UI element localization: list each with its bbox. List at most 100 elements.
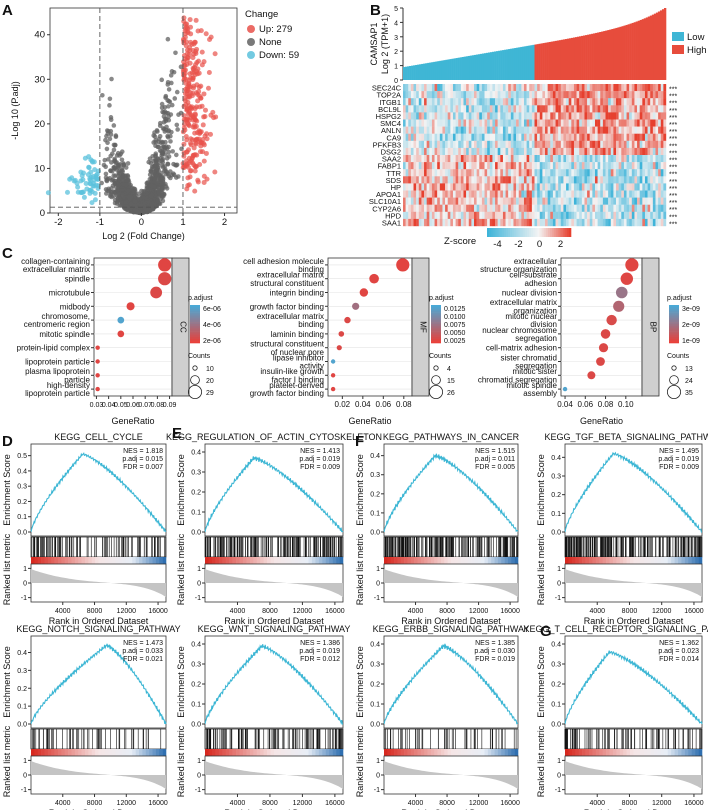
expression-bar bbox=[597, 32, 600, 80]
heatmap-cell bbox=[452, 112, 456, 120]
heatmap-cell bbox=[592, 155, 596, 163]
y-axis-label: -Log 10 (P.adj) bbox=[10, 81, 20, 139]
heatmap-cell bbox=[458, 84, 462, 92]
heatmap-cell bbox=[650, 84, 654, 92]
heatmap-cell bbox=[610, 197, 614, 205]
heatmap-cell bbox=[537, 183, 540, 191]
heatmap-cell bbox=[602, 176, 606, 184]
heatmap-cell bbox=[452, 176, 456, 184]
rank-color-segment bbox=[298, 557, 302, 564]
heatmap-cell bbox=[644, 155, 648, 163]
heatmap-cell bbox=[602, 211, 606, 220]
heatmap-cell bbox=[589, 105, 593, 113]
heatmap-cell bbox=[447, 190, 451, 198]
heatmap-cell bbox=[484, 140, 488, 149]
rank-color-segment bbox=[471, 557, 475, 564]
rank-color-segment bbox=[427, 557, 432, 564]
heatmap-cell bbox=[642, 204, 646, 212]
rank-color-segment bbox=[437, 557, 442, 564]
volcano-point-up bbox=[189, 41, 195, 47]
heatmap-cell bbox=[621, 162, 625, 170]
heatmap-cell bbox=[652, 155, 656, 163]
heatmap-cell bbox=[474, 155, 477, 163]
heatmap-cell bbox=[542, 126, 546, 134]
heatmap-cell bbox=[416, 119, 419, 127]
heatmap-cell bbox=[610, 204, 614, 212]
heatmap-cell bbox=[558, 169, 561, 177]
heatmap-cell bbox=[434, 147, 438, 156]
heatmap-cell bbox=[537, 126, 540, 134]
heatmap-cell bbox=[510, 176, 514, 184]
heatmap-cell bbox=[474, 211, 477, 220]
heatmap-cell bbox=[626, 211, 630, 220]
heatmap-cell bbox=[421, 169, 425, 177]
volcano-point-up bbox=[181, 62, 187, 68]
y-tick-label: 0.3 bbox=[17, 484, 27, 491]
heatmap-cell bbox=[408, 197, 412, 205]
heatmap-cell bbox=[529, 126, 533, 134]
expression-bar bbox=[556, 40, 560, 80]
heatmap-cell bbox=[471, 204, 475, 212]
expression-bar bbox=[467, 55, 471, 80]
counts-legend-circle bbox=[187, 384, 202, 399]
fdr-label: FDR = 0.005 bbox=[475, 464, 515, 471]
heatmap-cell bbox=[571, 140, 575, 149]
p-adjust-colorbar-segment bbox=[669, 331, 679, 334]
heatmap-cell bbox=[650, 204, 654, 212]
heatmap-cell bbox=[445, 211, 448, 220]
heatmap-cell bbox=[445, 183, 448, 191]
heatmap-cell bbox=[550, 147, 554, 156]
panel-letter-b: B bbox=[370, 2, 381, 19]
heatmap-cell bbox=[647, 176, 651, 184]
p-adjust-colorbar-segment bbox=[190, 333, 200, 336]
heatmap-cell bbox=[529, 176, 533, 184]
heatmap-cell bbox=[629, 140, 633, 149]
bar-y-tick-label: 1 bbox=[394, 64, 398, 71]
enrichment-curve bbox=[204, 456, 344, 533]
heatmap-gene-label: APOA1 bbox=[376, 190, 401, 199]
expression-bar bbox=[463, 56, 467, 80]
expression-bar bbox=[536, 44, 539, 80]
volcano-point-up bbox=[207, 37, 213, 43]
x-axis-label: GeneRatio bbox=[111, 416, 154, 426]
expression-bar bbox=[483, 53, 487, 80]
heatmap-cell bbox=[542, 91, 546, 99]
heatmap-cell bbox=[629, 112, 633, 120]
heatmap-cell bbox=[405, 126, 409, 134]
heatmap-cell bbox=[571, 197, 575, 205]
heatmap-cell bbox=[558, 112, 561, 120]
volcano-point-none bbox=[175, 127, 180, 132]
heatmap-cell bbox=[560, 119, 564, 127]
heatmap-cell bbox=[621, 190, 625, 198]
heatmap-cell bbox=[542, 190, 546, 198]
volcano-point-up bbox=[185, 183, 191, 189]
heatmap-cell bbox=[455, 91, 459, 99]
heatmap-cell bbox=[629, 84, 633, 92]
heatmap-cell bbox=[442, 84, 446, 92]
heatmap-cell bbox=[552, 211, 556, 220]
heatmap-cell bbox=[429, 169, 433, 177]
heatmap-cell bbox=[663, 218, 667, 227]
heatmap-cell bbox=[545, 190, 548, 198]
heatmap-cell bbox=[639, 155, 643, 163]
legend-dot bbox=[247, 38, 255, 46]
heatmap-cell bbox=[571, 162, 575, 170]
heatmap-cell bbox=[487, 147, 490, 156]
heatmap-cell bbox=[452, 140, 456, 149]
heatmap-cell bbox=[431, 84, 435, 92]
heatmap-cell bbox=[660, 140, 664, 149]
heatmap-cell bbox=[492, 218, 496, 227]
heatmap-cell bbox=[429, 91, 433, 99]
heatmap-cell bbox=[587, 155, 590, 163]
heatmap-cell bbox=[600, 140, 604, 149]
p-adjust-colorbar-segment bbox=[669, 333, 679, 336]
heatmap-cell bbox=[460, 197, 464, 205]
heatmap-cell bbox=[592, 162, 596, 170]
volcano-point-up bbox=[186, 77, 192, 83]
heatmap-cell bbox=[521, 133, 525, 141]
heatmap-cell bbox=[434, 112, 438, 120]
heatmap-cell bbox=[655, 218, 659, 227]
expression-bar bbox=[508, 49, 511, 80]
p-adjust-tick-label: 0.0025 bbox=[444, 338, 466, 345]
